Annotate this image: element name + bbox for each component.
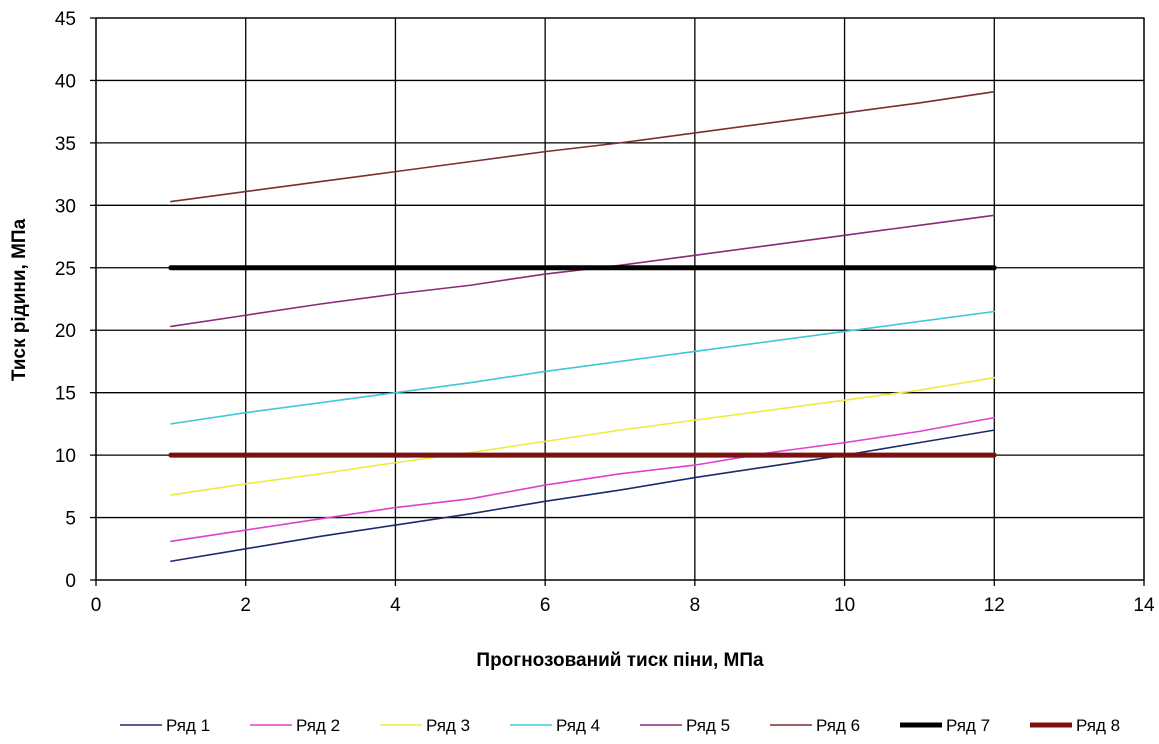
y-tick-label: 25 — [55, 259, 76, 280]
series-line-5 — [170, 214, 996, 328]
x-axis-title: Прогнозований тиск піни, МПа — [476, 650, 764, 671]
y-tick-label: 35 — [55, 134, 76, 155]
x-tick-label: 4 — [390, 595, 401, 616]
legend-label-5: Ряд 5 — [686, 716, 730, 735]
y-tick-label: 0 — [65, 571, 76, 592]
x-tick-label: 2 — [240, 595, 251, 616]
legend-label-2: Ряд 2 — [296, 716, 340, 735]
legend-label-4: Ряд 4 — [556, 716, 600, 735]
y-tick-label: 40 — [55, 71, 76, 92]
y-tick-label: 15 — [55, 384, 76, 405]
legend-label-1: Ряд 1 — [166, 716, 210, 735]
legend-label-6: Ряд 6 — [816, 716, 860, 735]
y-tick-label: 5 — [65, 509, 76, 530]
y-tick-label: 45 — [55, 9, 76, 30]
legend-label-7: Ряд 7 — [946, 716, 990, 735]
y-tick-label: 10 — [55, 446, 76, 467]
x-tick-label: 8 — [690, 595, 701, 616]
legend: Ряд 1 Ряд 2 Ряд 3 Ряд 4 Ряд 5 Ряд 6 Ряд 7 Ряд 8 — [120, 716, 1120, 735]
legend-label-8: Ряд 8 — [1076, 716, 1120, 735]
y-tick-label: 20 — [55, 321, 76, 342]
series-line-3 — [170, 376, 996, 496]
grid — [90, 17, 1145, 586]
y-tick-labels: 0 5 10 15 20 25 30 35 40 45 — [55, 9, 76, 592]
x-tick-labels: 0 2 4 6 8 10 12 14 — [91, 595, 1155, 616]
legend-label-3: Ряд 3 — [426, 716, 470, 735]
plot-frame — [95, 17, 1145, 581]
x-tick-label: 6 — [540, 595, 551, 616]
x-tick-label: 0 — [91, 595, 102, 616]
x-tick-label: 12 — [984, 595, 1005, 616]
series-line-6 — [170, 90, 996, 203]
x-tick-label: 14 — [1133, 595, 1155, 616]
y-tick-label: 30 — [55, 196, 76, 217]
series-line-4 — [170, 310, 996, 425]
y-axis-title: Тиск рідини, МПа — [9, 218, 30, 381]
x-tick-label: 10 — [834, 595, 855, 616]
series-line-1 — [170, 429, 996, 563]
series-line-2 — [170, 416, 996, 543]
series-lines — [168, 90, 997, 563]
